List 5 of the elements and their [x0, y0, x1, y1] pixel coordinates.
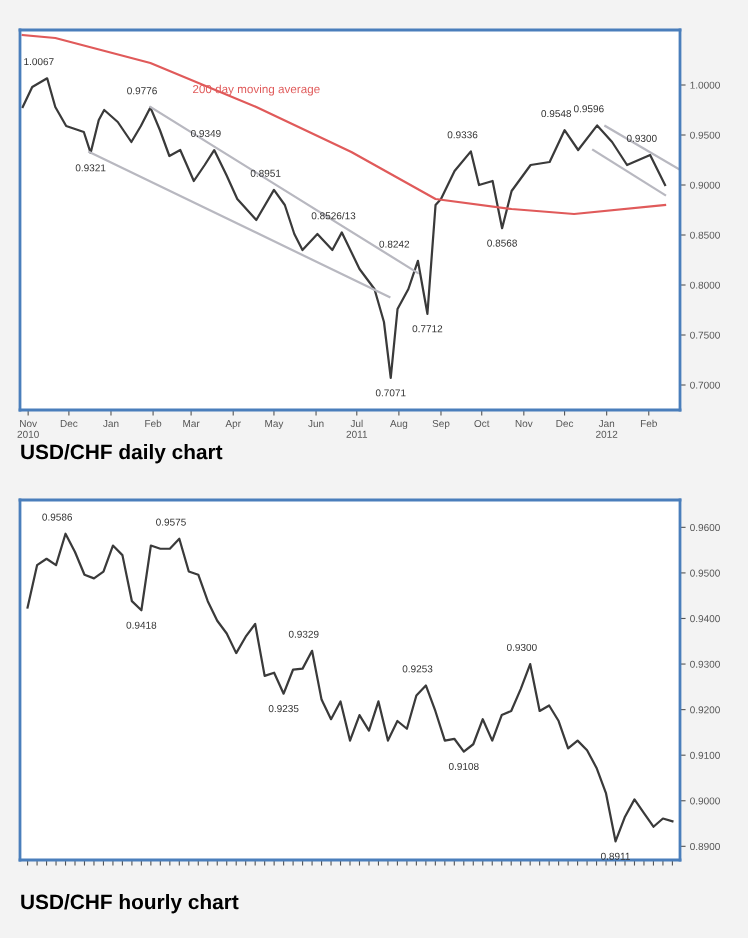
- line-series: [21, 77, 667, 380]
- text: USD/CHF daily chart: [21, 444, 223, 464]
- line-series: [26, 532, 674, 843]
- text: USD/CHF hourly chart: [21, 894, 239, 914]
- line-series: [21, 33, 667, 216]
